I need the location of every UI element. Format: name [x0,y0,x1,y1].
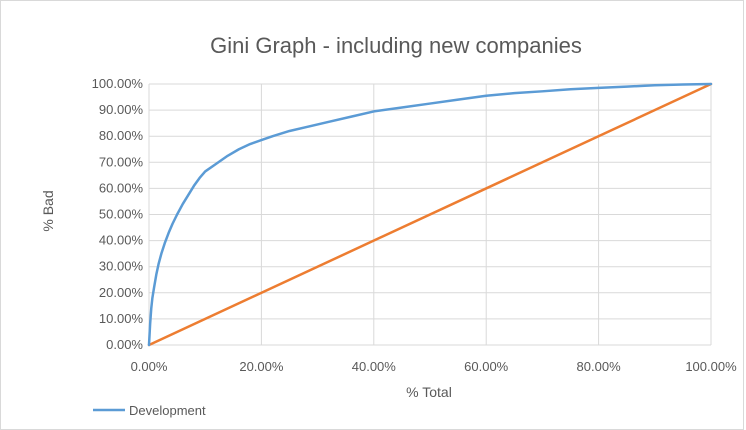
x-tick-label: 20.00% [239,359,284,374]
series-line-development [147,82,713,347]
y-tick-label: 0.00% [106,337,143,352]
x-tick-label: 0.00% [131,359,168,374]
series-line-baseline [147,82,713,347]
chart-title: Gini Graph - including new companies [210,33,582,58]
x-tick-label: 40.00% [352,359,397,374]
y-tick-label: 10.00% [99,311,144,326]
x-tick-label: 60.00% [464,359,509,374]
x-axis-title: % Total [406,384,452,400]
y-axis-title: % Bad [40,190,56,231]
x-tick-label: 80.00% [577,359,622,374]
y-tick-label: 20.00% [99,285,144,300]
x-tick-label: 100.00% [685,359,737,374]
y-tick-label: 50.00% [99,207,144,222]
y-tick-label: 40.00% [99,233,144,248]
series-lines [147,82,713,347]
y-tick-label: 60.00% [99,180,144,195]
legend: Development [93,403,206,418]
y-tick-label: 80.00% [99,128,144,143]
y-tick-label: 30.00% [99,259,144,274]
x-tick-labels: 0.00% 20.00% 40.00% 60.00% 80.00% 100.00% [131,359,738,374]
gini-chart: Gini Graph - including new companies 0.0… [40,33,738,418]
y-tick-labels: 0.00% 10.00% 20.00% 30.00% 40.00% 50.00% 60.00… [92,76,144,352]
y-tick-label: 90.00% [99,102,144,117]
legend-label: Development [129,403,206,418]
y-tick-label: 70.00% [99,154,144,169]
y-tick-label: 100.00% [92,76,144,91]
